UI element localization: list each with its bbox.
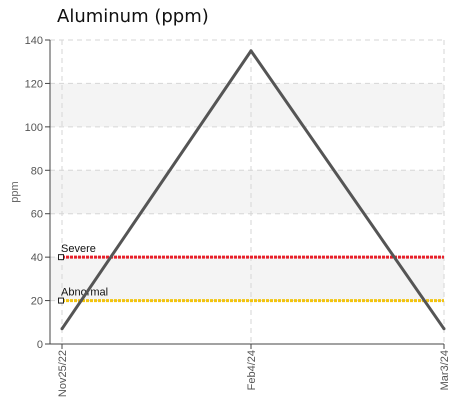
reference-marker xyxy=(58,254,64,261)
x-ticks: Nov25/22 Feb4/24 Mar3/24 xyxy=(57,344,449,397)
reference-label-severe: Severe xyxy=(61,243,96,255)
data-point xyxy=(249,49,253,53)
x-tick-label: Feb4/24 xyxy=(246,350,258,390)
y-tick-label: 140 xyxy=(25,35,43,47)
y-tick-label: 120 xyxy=(25,78,43,90)
y-tick-label: 60 xyxy=(31,209,43,221)
reference-lines: Severe Abnormal xyxy=(58,243,444,304)
series-lines xyxy=(60,49,446,331)
chart-title: Aluminum (ppm) xyxy=(57,6,209,27)
x-tick-label: Nov25/22 xyxy=(57,350,69,397)
grid-band xyxy=(50,83,444,127)
background-bands xyxy=(50,83,444,301)
y-tick-label: 40 xyxy=(31,252,43,264)
y-tick-label: 100 xyxy=(25,122,43,134)
grid-band xyxy=(50,170,444,214)
y-tick-label: 20 xyxy=(31,296,43,308)
data-point xyxy=(442,327,446,331)
reference-marker xyxy=(58,297,64,304)
data-point xyxy=(60,327,64,331)
y-tick-label: 0 xyxy=(37,339,43,351)
axes xyxy=(49,40,444,345)
y-ticks: 0 20 40 60 80 100 120 140 xyxy=(25,35,50,351)
y-axis-label: ppm xyxy=(9,181,21,202)
x-tick-label: Mar3/24 xyxy=(439,350,449,390)
reference-label-abnormal: Abnormal xyxy=(61,287,108,299)
grid-band xyxy=(50,257,444,301)
y-tick-label: 80 xyxy=(31,165,43,177)
